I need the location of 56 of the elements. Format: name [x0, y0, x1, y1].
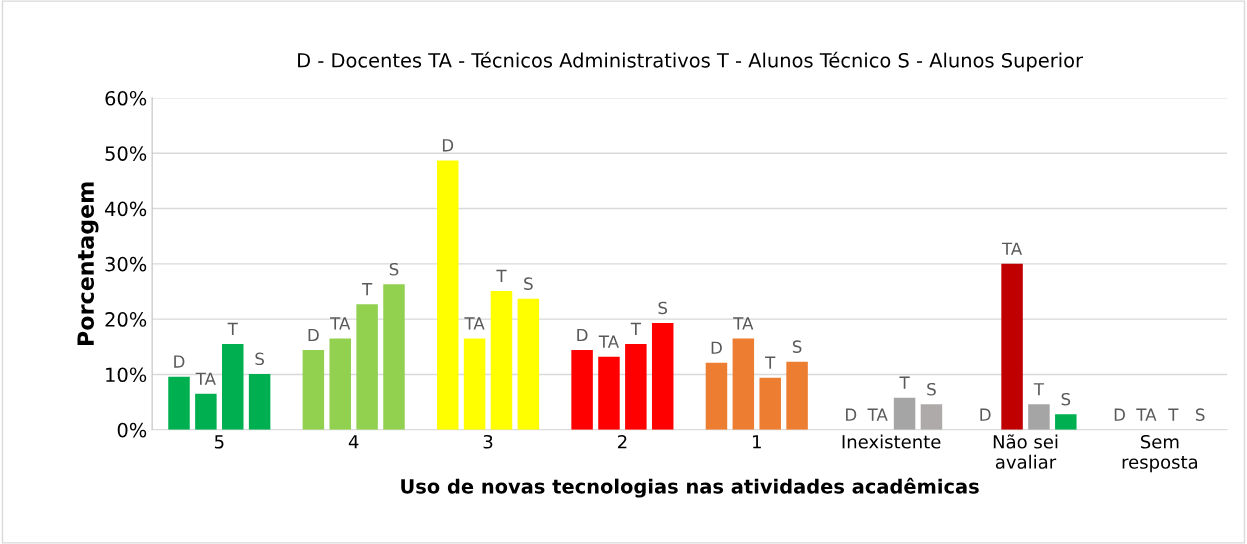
- x-tick-label: Inexistente: [842, 434, 941, 449]
- bar: [1055, 414, 1077, 430]
- text: S: [524, 277, 533, 290]
- text: T: [1168, 408, 1179, 421]
- text: TA: [598, 335, 619, 348]
- y-tick-label: 20%: [105, 312, 147, 327]
- bar: [920, 404, 943, 430]
- bar: [248, 373, 271, 430]
- chart-title: D - Docentes TA - Técnicos Administrativos T - Alunos Técnico S - Alunos Superior: [298, 51, 1084, 72]
- text: T: [630, 322, 641, 336]
- x-axis-title: Uso de novas tecnologias nas atividades acadêmicas: [401, 477, 979, 498]
- y-tick-label: 60%: [105, 90, 147, 106]
- text: D: [846, 408, 857, 421]
- text: S: [792, 340, 802, 353]
- text: T: [361, 283, 373, 296]
- text: D: [174, 355, 185, 368]
- text: S: [1061, 392, 1071, 406]
- bar: [1028, 404, 1050, 430]
- text: D: [980, 408, 991, 421]
- x-tick-label: 4: [348, 435, 359, 449]
- y-tick-label: 0%: [117, 422, 147, 438]
- text: T: [765, 356, 776, 369]
- text: D: [442, 139, 454, 152]
- text: S: [389, 262, 399, 276]
- text: D: [1114, 408, 1125, 421]
- y-tick-label: 40%: [105, 201, 147, 217]
- text: TA: [464, 317, 485, 330]
- text: S: [927, 382, 936, 396]
- text: T: [899, 376, 910, 389]
- text: TA: [867, 408, 888, 421]
- text: D: [577, 328, 588, 342]
- x-tick-label: 2: [617, 434, 627, 449]
- text: TA: [733, 317, 754, 330]
- x-tick-label: 1: [753, 435, 761, 449]
- x-tick-label: Sem resposta: [1122, 434, 1198, 473]
- text: TA: [330, 317, 351, 330]
- text: S: [1195, 408, 1205, 421]
- y-tick-label: 50%: [105, 146, 147, 161]
- text: T: [1033, 383, 1045, 396]
- x-tick-label: Não sei avaliar: [993, 434, 1058, 469]
- y-tick-label: 10%: [106, 367, 147, 383]
- series-label: D: [308, 328, 319, 342]
- y-axis-title: Porcentagem: [77, 182, 99, 345]
- text: T: [496, 269, 507, 282]
- x-tick-label: 5: [214, 435, 224, 449]
- text: D: [711, 341, 722, 354]
- x-tick-label: 3: [483, 434, 493, 449]
- series-label: T: [227, 322, 238, 336]
- text: TA: [1001, 242, 1023, 255]
- text: TA: [1136, 408, 1157, 421]
- bar: [893, 397, 916, 430]
- bar: [1001, 263, 1023, 430]
- series-label: TA: [195, 372, 216, 385]
- series-label: S: [255, 352, 264, 366]
- text: S: [658, 301, 668, 315]
- y-tick-label: 30%: [105, 256, 147, 272]
